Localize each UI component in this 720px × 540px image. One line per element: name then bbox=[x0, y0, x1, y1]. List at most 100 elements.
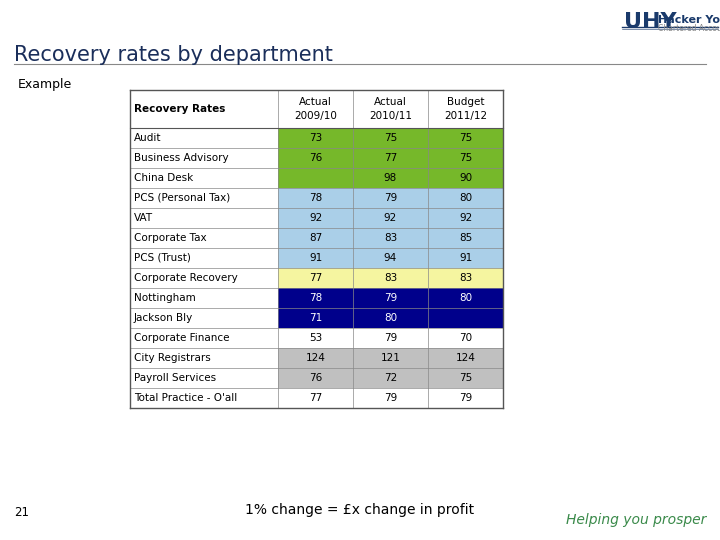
Text: 124: 124 bbox=[456, 353, 475, 363]
Text: Business Advisory: Business Advisory bbox=[134, 153, 229, 163]
Bar bbox=[130, 308, 278, 328]
Bar bbox=[130, 228, 278, 248]
Text: Jackson Bly: Jackson Bly bbox=[134, 313, 193, 323]
Text: China Desk: China Desk bbox=[134, 173, 193, 183]
Text: 80: 80 bbox=[459, 193, 472, 203]
Bar bbox=[278, 348, 353, 368]
Text: 98: 98 bbox=[384, 173, 397, 183]
Bar bbox=[353, 328, 428, 348]
Text: 79: 79 bbox=[459, 393, 472, 403]
Text: 71: 71 bbox=[309, 313, 322, 323]
Bar bbox=[278, 268, 353, 288]
Bar bbox=[353, 368, 428, 388]
Bar bbox=[353, 188, 428, 208]
Bar bbox=[353, 148, 428, 168]
Bar bbox=[353, 308, 428, 328]
Bar bbox=[428, 268, 503, 288]
Text: 124: 124 bbox=[305, 353, 325, 363]
Text: City Registrars: City Registrars bbox=[134, 353, 211, 363]
Text: Recovery Rates: Recovery Rates bbox=[134, 104, 225, 114]
Bar bbox=[130, 208, 278, 228]
Bar bbox=[428, 228, 503, 248]
Text: 2011/12: 2011/12 bbox=[444, 111, 487, 121]
Text: Corporate Recovery: Corporate Recovery bbox=[134, 273, 238, 283]
Text: 83: 83 bbox=[459, 273, 472, 283]
Text: 92: 92 bbox=[459, 213, 472, 223]
Text: 77: 77 bbox=[309, 393, 322, 403]
Text: 121: 121 bbox=[381, 353, 400, 363]
Text: 70: 70 bbox=[459, 333, 472, 343]
Bar bbox=[353, 348, 428, 368]
Bar bbox=[278, 388, 353, 408]
Text: 80: 80 bbox=[459, 293, 472, 303]
Bar bbox=[130, 148, 278, 168]
Text: 75: 75 bbox=[459, 133, 472, 143]
Text: 79: 79 bbox=[384, 293, 397, 303]
Text: 75: 75 bbox=[459, 373, 472, 383]
Bar bbox=[278, 288, 353, 308]
Bar bbox=[278, 168, 353, 188]
Bar bbox=[428, 328, 503, 348]
Text: 79: 79 bbox=[384, 393, 397, 403]
Bar bbox=[353, 388, 428, 408]
Bar bbox=[428, 388, 503, 408]
Bar bbox=[130, 268, 278, 288]
Bar bbox=[428, 148, 503, 168]
Bar bbox=[278, 308, 353, 328]
Text: 73: 73 bbox=[309, 133, 322, 143]
Text: 77: 77 bbox=[384, 153, 397, 163]
Text: 90: 90 bbox=[459, 173, 472, 183]
Text: Budget: Budget bbox=[446, 97, 485, 107]
Text: 2010/11: 2010/11 bbox=[369, 111, 412, 121]
Text: 92: 92 bbox=[384, 213, 397, 223]
Text: 76: 76 bbox=[309, 373, 322, 383]
Bar bbox=[278, 368, 353, 388]
Text: 76: 76 bbox=[309, 153, 322, 163]
Text: 87: 87 bbox=[309, 233, 322, 243]
Bar bbox=[278, 188, 353, 208]
Bar bbox=[428, 288, 503, 308]
Text: 80: 80 bbox=[384, 313, 397, 323]
Text: 78: 78 bbox=[309, 293, 322, 303]
Text: Example: Example bbox=[18, 78, 72, 91]
Bar bbox=[428, 248, 503, 268]
Bar bbox=[353, 208, 428, 228]
Bar bbox=[278, 128, 353, 148]
Text: 2009/10: 2009/10 bbox=[294, 111, 337, 121]
Text: Chartered Accountants: Chartered Accountants bbox=[658, 24, 720, 33]
Text: 77: 77 bbox=[309, 273, 322, 283]
Text: Total Practice - O'all: Total Practice - O'all bbox=[134, 393, 238, 403]
Bar bbox=[130, 368, 278, 388]
Text: UHY: UHY bbox=[624, 12, 677, 32]
Bar bbox=[428, 128, 503, 148]
Text: PCS (Personal Tax): PCS (Personal Tax) bbox=[134, 193, 230, 203]
Text: VAT: VAT bbox=[134, 213, 153, 223]
Bar bbox=[428, 368, 503, 388]
Bar bbox=[130, 288, 278, 308]
Bar bbox=[278, 148, 353, 168]
Text: 94: 94 bbox=[384, 253, 397, 263]
Text: 92: 92 bbox=[309, 213, 322, 223]
Text: 85: 85 bbox=[459, 233, 472, 243]
Text: 91: 91 bbox=[459, 253, 472, 263]
Text: Payroll Services: Payroll Services bbox=[134, 373, 216, 383]
Text: 75: 75 bbox=[384, 133, 397, 143]
Bar bbox=[353, 268, 428, 288]
Bar bbox=[353, 168, 428, 188]
Text: Audit: Audit bbox=[134, 133, 161, 143]
Text: 21: 21 bbox=[14, 505, 29, 518]
Text: 75: 75 bbox=[459, 153, 472, 163]
Text: Hacker Young: Hacker Young bbox=[658, 15, 720, 25]
Bar bbox=[130, 388, 278, 408]
Bar bbox=[130, 188, 278, 208]
Bar bbox=[278, 228, 353, 248]
Bar bbox=[353, 248, 428, 268]
Text: 53: 53 bbox=[309, 333, 322, 343]
Bar bbox=[130, 348, 278, 368]
Text: 78: 78 bbox=[309, 193, 322, 203]
Bar bbox=[130, 90, 503, 128]
Bar bbox=[353, 128, 428, 148]
Text: 1% change = £x change in profit: 1% change = £x change in profit bbox=[246, 503, 474, 517]
Text: Actual: Actual bbox=[374, 97, 407, 107]
Text: 79: 79 bbox=[384, 333, 397, 343]
